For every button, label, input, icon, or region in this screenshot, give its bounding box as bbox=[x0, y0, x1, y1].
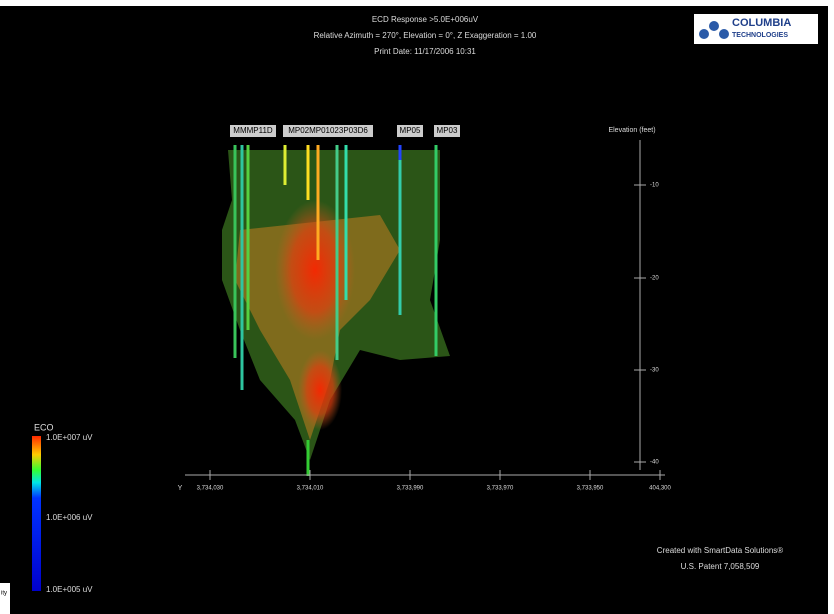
well-label: MP05 bbox=[400, 126, 421, 135]
axis-title: Elevation (feet) bbox=[608, 127, 655, 134]
tick-label: -30 bbox=[650, 368, 659, 374]
tick-label: 3,733,970 bbox=[487, 486, 514, 492]
header-line: Print Date: 11/17/2006 10:31 bbox=[374, 47, 476, 56]
logo-dot bbox=[709, 21, 719, 31]
legend-label: 1.0E+006 uV bbox=[46, 513, 93, 522]
tick-label: -10 bbox=[650, 183, 659, 189]
footer-line: U.S. Patent 7,058,509 bbox=[681, 562, 760, 571]
corner-panel bbox=[0, 583, 10, 614]
tick-label: 404,300 bbox=[649, 486, 671, 492]
header-line: ECD Response >5.0E+006uV bbox=[372, 15, 479, 24]
well-label: MMMP11D bbox=[233, 126, 273, 135]
legend-label: 1.0E+005 uV bbox=[46, 585, 93, 594]
logo-name: COLUMBIA bbox=[732, 17, 791, 29]
logo-dot bbox=[699, 29, 709, 39]
logo-sub: TECHNOLOGIES bbox=[732, 32, 788, 39]
frame-top bbox=[0, 0, 834, 6]
plume-core bbox=[275, 200, 355, 340]
plume-core bbox=[298, 350, 342, 430]
legend-label: 1.0E+007 uV bbox=[46, 433, 93, 442]
corner-text: ity bbox=[1, 591, 7, 597]
tick-label: 3,733,990 bbox=[397, 486, 424, 492]
tick-label: -40 bbox=[650, 460, 659, 466]
screen: ECD Response >5.0E+006uV Relative Azimut… bbox=[0, 0, 834, 614]
axis-title: Y bbox=[178, 485, 183, 492]
logo-dot bbox=[719, 29, 729, 39]
tick-label: 3,733,950 bbox=[577, 486, 604, 492]
tick-label: 3,734,030 bbox=[197, 486, 224, 492]
legend-title: ECO bbox=[34, 422, 54, 432]
header-line: Relative Azimuth = 270°, Elevation = 0°,… bbox=[314, 31, 537, 40]
tick-label: 3,734,010 bbox=[297, 486, 324, 492]
footer-line: Created with SmartData Solutions® bbox=[657, 546, 784, 555]
well-label: MP02MP01023P03D6 bbox=[288, 126, 368, 135]
tick-label: -20 bbox=[650, 276, 659, 282]
frame-right bbox=[828, 0, 834, 614]
legend-ramp bbox=[32, 436, 41, 591]
logo: COLUMBIA TECHNOLOGIES bbox=[694, 14, 818, 44]
well-label: MP03 bbox=[437, 126, 458, 135]
